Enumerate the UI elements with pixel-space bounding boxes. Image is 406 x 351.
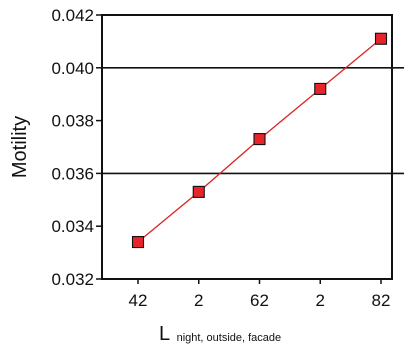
x-axis-label: L night, outside, facade: [159, 323, 281, 345]
plot-frame: [101, 14, 393, 280]
data-point-0: [131, 235, 145, 249]
grid-lines: [102, 67, 404, 175]
x-axis-ticks: 42 2 62 2 82: [129, 279, 391, 310]
x-tick-label-2: 62: [250, 291, 269, 310]
data-point-3: [314, 82, 327, 95]
y-tick-label-4: 0.040: [51, 59, 94, 78]
y-tick-label-5: 0.042: [51, 6, 94, 25]
y-tick-label-3: 0.038: [51, 112, 94, 131]
data-point-4: [374, 32, 388, 45]
x-tick-label-1: 2: [194, 291, 203, 310]
x-axis-label-main: L: [159, 323, 170, 345]
y-axis-label: Motility: [9, 116, 31, 178]
data-point-2: [253, 133, 266, 146]
y-axis-ticks: 0.032 0.034 0.036 0.038 0.040 0.042: [51, 6, 102, 289]
x-tick-label-3: 2: [316, 291, 325, 310]
y-tick-label-0: 0.032: [51, 270, 94, 289]
series: [131, 32, 388, 249]
x-tick-label-0: 42: [129, 291, 148, 310]
x-axis-label-subscript: night, outside, facade: [177, 332, 282, 344]
y-tick-label-2: 0.036: [51, 164, 94, 183]
x-tick-label-4: 82: [372, 291, 391, 310]
y-tick-label-1: 0.034: [51, 217, 94, 236]
data-point-1: [192, 185, 205, 198]
